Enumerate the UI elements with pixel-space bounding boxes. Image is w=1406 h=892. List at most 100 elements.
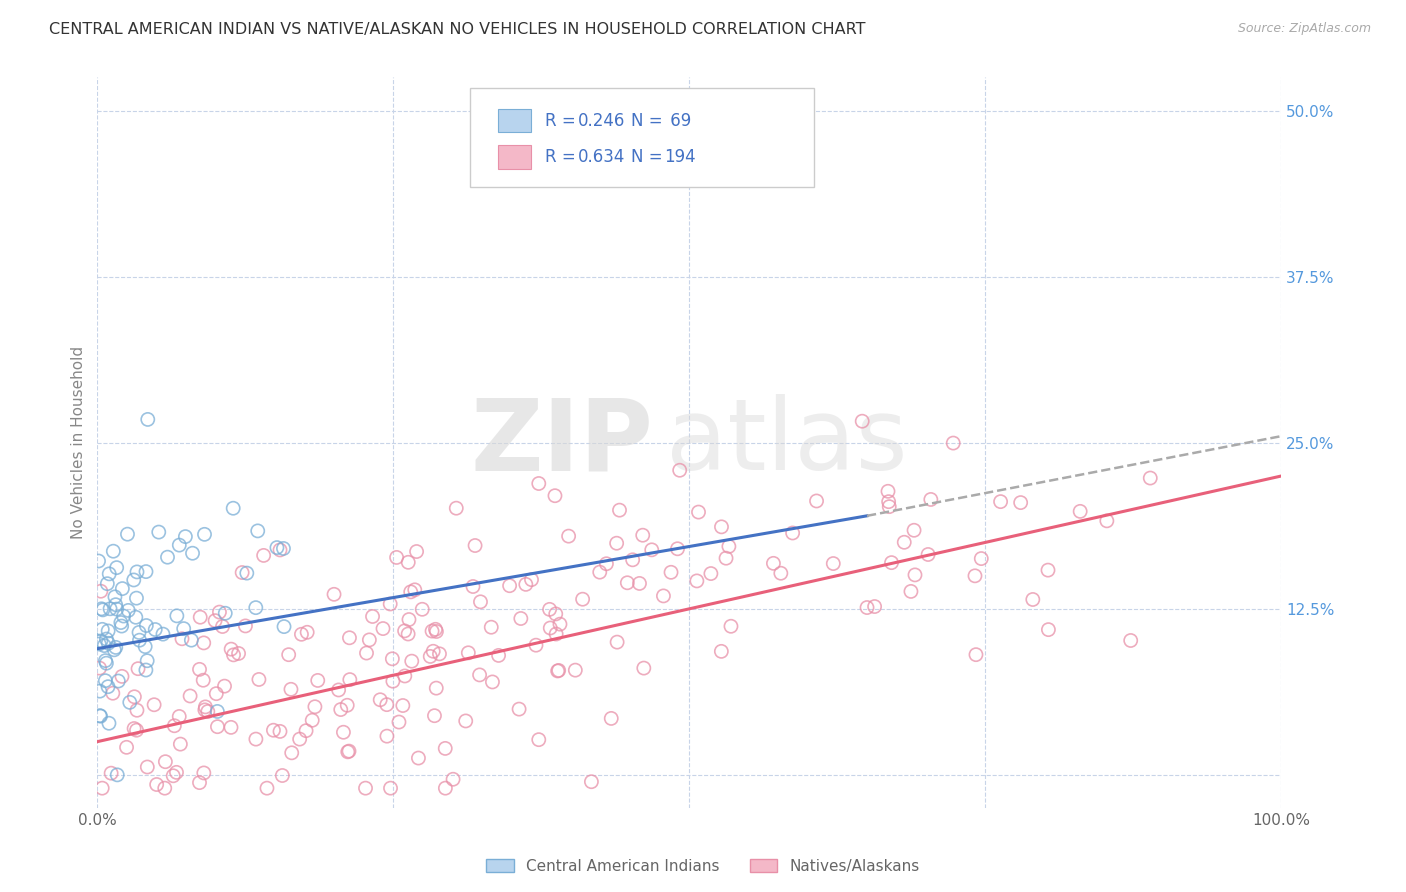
- Point: [356, 646, 378, 660]
- Point: [155, 755, 177, 769]
- Point: [470, 595, 492, 609]
- Point: [118, 695, 141, 709]
- Point: [174, 530, 197, 544]
- Point: [544, 607, 567, 621]
- Point: [339, 673, 361, 687]
- Point: [122, 722, 145, 736]
- Point: [96, 632, 118, 646]
- Point: [710, 644, 733, 658]
- Point: [1038, 623, 1060, 637]
- Point: [339, 631, 361, 645]
- Point: [97, 680, 120, 694]
- Point: [461, 580, 484, 594]
- Point: [256, 781, 278, 796]
- Point: [104, 590, 127, 604]
- Point: [581, 774, 603, 789]
- Point: [434, 741, 457, 756]
- Point: [94, 654, 117, 668]
- Point: [434, 781, 457, 796]
- Point: [91, 781, 114, 796]
- Point: [136, 654, 159, 668]
- Point: [194, 703, 217, 717]
- Point: [90, 634, 112, 648]
- Point: [917, 548, 939, 562]
- Point: [468, 668, 491, 682]
- Legend: Central American Indians, Natives/Alaskans: Central American Indians, Natives/Alaska…: [479, 853, 927, 880]
- Point: [173, 622, 195, 636]
- Point: [411, 602, 433, 616]
- Point: [125, 703, 148, 717]
- Point: [336, 698, 359, 713]
- Point: [394, 624, 416, 638]
- Point: [135, 663, 157, 677]
- Point: [197, 705, 219, 719]
- Point: [105, 768, 128, 782]
- Point: [169, 737, 191, 751]
- Point: [87, 554, 110, 568]
- Text: 0.246: 0.246: [578, 112, 626, 129]
- Point: [94, 673, 117, 688]
- Point: [1095, 514, 1118, 528]
- Point: [877, 500, 900, 514]
- Point: [110, 615, 132, 630]
- Point: [111, 669, 134, 683]
- Point: [893, 535, 915, 549]
- Point: [271, 768, 294, 782]
- Point: [380, 597, 402, 611]
- Point: [91, 623, 114, 637]
- Point: [307, 673, 329, 688]
- Point: [524, 638, 547, 652]
- Point: [156, 550, 179, 565]
- Point: [508, 702, 530, 716]
- Point: [143, 698, 166, 712]
- Point: [429, 647, 451, 661]
- Point: [900, 584, 922, 599]
- Point: [633, 661, 655, 675]
- Point: [125, 723, 148, 738]
- Text: Source: ZipAtlas.com: Source: ZipAtlas.com: [1237, 22, 1371, 36]
- Point: [419, 649, 441, 664]
- Point: [877, 484, 900, 499]
- Point: [380, 781, 402, 796]
- Point: [89, 637, 111, 651]
- Point: [564, 663, 586, 677]
- Point: [446, 501, 468, 516]
- Text: 194: 194: [665, 148, 696, 166]
- Point: [1036, 563, 1059, 577]
- Point: [641, 542, 664, 557]
- Point: [457, 646, 479, 660]
- Text: N =: N =: [631, 112, 668, 129]
- Point: [990, 494, 1012, 508]
- Point: [762, 557, 785, 571]
- Point: [769, 566, 792, 581]
- Point: [207, 705, 229, 719]
- Point: [269, 724, 291, 739]
- Point: [942, 436, 965, 450]
- Point: [337, 744, 360, 758]
- Point: [166, 765, 188, 780]
- Point: [606, 536, 628, 550]
- Point: [193, 527, 215, 541]
- Point: [668, 463, 690, 477]
- Point: [127, 662, 149, 676]
- Point: [277, 648, 299, 662]
- Point: [666, 541, 689, 556]
- Point: [425, 624, 447, 639]
- Point: [515, 577, 537, 591]
- Point: [354, 781, 377, 796]
- Point: [422, 644, 444, 658]
- Point: [295, 625, 318, 640]
- Point: [375, 729, 398, 743]
- Point: [90, 602, 112, 616]
- Point: [103, 544, 125, 558]
- Point: [963, 569, 986, 583]
- Point: [204, 614, 226, 628]
- Text: ZIP: ZIP: [471, 394, 654, 491]
- Point: [304, 699, 326, 714]
- Point: [1119, 633, 1142, 648]
- Point: [323, 587, 346, 601]
- Point: [125, 610, 148, 624]
- Point: [381, 674, 404, 689]
- Point: [115, 740, 138, 755]
- Point: [194, 699, 217, 714]
